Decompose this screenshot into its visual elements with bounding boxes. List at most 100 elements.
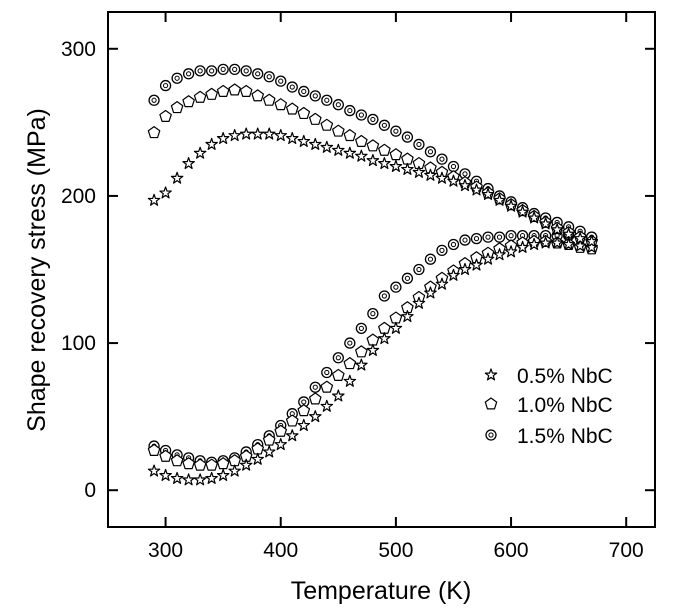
data-point-1.0-nbc-cooling [170, 101, 184, 114]
data-point-0.5-nbc-cooling [216, 131, 230, 145]
x-tick-label: 600 [494, 539, 529, 562]
data-point-1.5-nbc-cooling [367, 113, 379, 126]
data-point-0.5-nbc-cooling [378, 156, 391, 170]
data-point-0.5-nbc-heating [205, 471, 218, 484]
data-point-1.5-nbc-heating [321, 366, 333, 379]
data-point-0.5-nbc-cooling [251, 127, 265, 140]
data-point-1.5-nbc-heating [355, 322, 367, 335]
data-point-1.0-nbc-cooling [401, 152, 414, 165]
data-point-1.0-nbc-heating [308, 392, 322, 405]
data-point-0.5-nbc-cooling [401, 162, 414, 175]
data-point-1.5-nbc-heating [505, 230, 517, 242]
data-point-1.0-nbc-cooling [251, 89, 265, 102]
data-point-0.5-nbc-cooling [228, 129, 241, 142]
data-point-1.0-nbc-heating [378, 321, 391, 334]
data-point-1.5-nbc-heating [424, 253, 437, 265]
data-point-0.5-nbc-cooling [147, 193, 161, 206]
data-point-0.5-nbc-cooling [320, 140, 334, 153]
data-point-0.5-nbc-cooling [308, 137, 322, 150]
data-point-1.5-nbc-cooling [286, 81, 298, 93]
data-point-1.0-nbc-cooling [297, 106, 311, 120]
data-point-1.0-nbc-heating [389, 311, 403, 324]
data-point-1.0-nbc-cooling [159, 109, 172, 122]
data-point-0.5-nbc-heating [147, 464, 161, 477]
data-point-1.5-nbc-cooling [413, 138, 425, 151]
data-point-1.0-nbc-heating [320, 380, 334, 393]
data-point-1.0-nbc-cooling [228, 83, 241, 96]
x-tick-label: 700 [609, 539, 644, 562]
y-tick-label: 0 [84, 479, 96, 502]
legend-item-1.5-nbc: 1.5% NbC [485, 425, 613, 448]
legend-pentagon-marker [484, 397, 498, 410]
data-point-0.5-nbc-cooling [332, 143, 345, 156]
data-point-1.0-nbc-cooling [343, 129, 357, 142]
axis-ticks: 300 400 500 600 700 0 100 200 300 [61, 12, 655, 562]
data-point-0.5-nbc-cooling [193, 146, 207, 159]
data-point-1.5-nbc-cooling [275, 75, 287, 87]
data-point-1.5-nbc-cooling [355, 109, 367, 121]
data-point-1.0-nbc-cooling [389, 148, 403, 161]
data-point-1.5-nbc-heating [493, 231, 506, 243]
data-point-1.5-nbc-cooling [390, 125, 402, 137]
data-point-1.0-nbc-heating [343, 357, 357, 370]
data-point-0.5-nbc-heating [182, 473, 195, 486]
data-point-1.5-nbc-cooling [159, 79, 172, 92]
y-tick-label: 200 [61, 185, 96, 208]
data-point-1.5-nbc-heating [413, 263, 425, 276]
data-point-0.5-nbc-cooling [159, 186, 172, 199]
data-point-0.5-nbc-cooling [182, 156, 195, 170]
data-point-1.5-nbc-cooling [171, 72, 183, 84]
data-point-1.5-nbc-cooling [309, 90, 321, 102]
data-point-0.5-nbc-heating [251, 452, 265, 465]
data-point-0.5-nbc-cooling [343, 146, 357, 159]
data-point-1.0-nbc-heating [366, 333, 380, 346]
data-point-0.5-nbc-heating [343, 374, 357, 387]
data-point-1.5-nbc-cooling [217, 63, 229, 76]
data-point-0.5-nbc-heating [308, 410, 322, 423]
data-point-1.0-nbc-cooling [366, 139, 380, 152]
data-point-1.5-nbc-cooling [424, 146, 437, 158]
data-point-1.0-nbc-cooling [378, 143, 391, 156]
data-point-1.5-nbc-heating [459, 234, 471, 246]
data-point-1.5-nbc-cooling [205, 65, 218, 77]
data-point-1.5-nbc-heating [390, 281, 402, 293]
data-point-1.5-nbc-cooling [194, 65, 206, 77]
data-point-0.5-nbc-cooling [389, 159, 403, 172]
data-point-1.5-nbc-cooling [332, 99, 344, 111]
data-point-0.5-nbc-heating [378, 332, 391, 345]
legend-item-1.0-nbc: 1.0% NbC [484, 394, 613, 417]
legend-label-0.5-nbc: 0.5% NbC [517, 365, 613, 388]
data-point-1.0-nbc-cooling [308, 112, 322, 125]
y-tick-label: 300 [61, 38, 96, 61]
data-point-1.0-nbc-cooling [205, 87, 218, 100]
legend-label-1.5-nbc: 1.5% NbC [517, 425, 613, 448]
data-point-0.5-nbc-heating [159, 468, 172, 481]
data-point-0.5-nbc-heating [170, 471, 184, 484]
legend-label-1.0-nbc: 1.0% NbC [517, 394, 613, 417]
data-point-1.0-nbc-heating [355, 345, 368, 358]
data-point-1.0-nbc-cooling [262, 93, 276, 106]
data-point-0.5-nbc-heating [320, 399, 334, 412]
data-point-1.5-nbc-heating [344, 337, 356, 349]
data-point-1.5-nbc-cooling [378, 119, 391, 131]
data-point-1.5-nbc-cooling [298, 85, 310, 98]
data-point-0.5-nbc-cooling [205, 137, 218, 150]
data-point-0.5-nbc-heating [366, 343, 380, 356]
data-point-1.0-nbc-cooling [193, 90, 207, 103]
data-point-1.0-nbc-cooling [320, 118, 334, 131]
data-point-1.5-nbc-cooling [229, 63, 241, 76]
plot-frame [107, 11, 656, 528]
data-point-0.5-nbc-heating [285, 429, 299, 442]
data-point-0.5-nbc-heating [274, 438, 288, 451]
data-point-0.5-nbc-cooling [274, 129, 288, 142]
data-point-0.5-nbc-heating [389, 321, 403, 334]
legend-star-marker [484, 368, 498, 381]
data-point-1.5-nbc-heating [447, 238, 460, 251]
data-point-1.5-nbc-cooling [401, 131, 414, 143]
data-point-1.0-nbc-cooling [182, 95, 195, 108]
x-tick-label: 500 [378, 539, 413, 562]
data-point-1.5-nbc-heating [436, 244, 448, 257]
data-point-0.5-nbc-heating [355, 358, 368, 371]
data-point-1.5-nbc-cooling [436, 153, 448, 165]
